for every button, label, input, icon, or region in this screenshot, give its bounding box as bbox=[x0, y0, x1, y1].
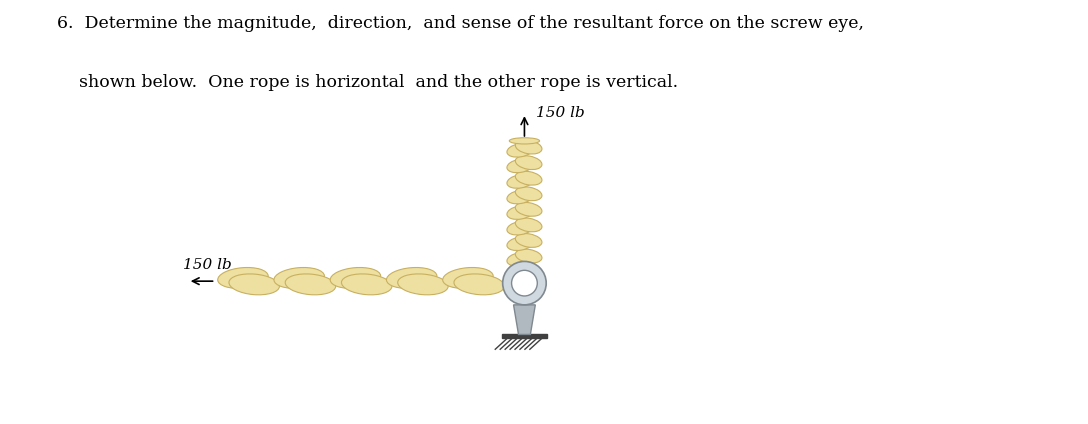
Ellipse shape bbox=[516, 249, 542, 263]
Ellipse shape bbox=[398, 274, 448, 295]
Ellipse shape bbox=[516, 156, 542, 170]
Ellipse shape bbox=[516, 234, 542, 247]
Ellipse shape bbox=[218, 268, 268, 288]
Text: 6.  Determine the magnitude,  direction,  and sense of the resultant force on th: 6. Determine the magnitude, direction, a… bbox=[57, 15, 864, 32]
Ellipse shape bbox=[285, 274, 336, 295]
Ellipse shape bbox=[386, 268, 437, 288]
Ellipse shape bbox=[507, 237, 533, 251]
Ellipse shape bbox=[443, 268, 493, 288]
Polygon shape bbox=[514, 305, 535, 335]
Ellipse shape bbox=[507, 252, 533, 266]
Ellipse shape bbox=[342, 274, 392, 295]
Ellipse shape bbox=[509, 138, 540, 144]
Text: 150 lb: 150 lb bbox=[183, 258, 232, 272]
Ellipse shape bbox=[331, 268, 381, 288]
Ellipse shape bbox=[507, 206, 533, 219]
Ellipse shape bbox=[454, 274, 505, 295]
Ellipse shape bbox=[507, 190, 533, 204]
Text: 150 lb: 150 lb bbox=[536, 106, 585, 120]
Circle shape bbox=[511, 271, 537, 296]
Ellipse shape bbox=[228, 274, 280, 295]
Ellipse shape bbox=[507, 159, 533, 173]
Bar bbox=[503, 335, 546, 338]
Ellipse shape bbox=[507, 221, 533, 235]
Text: shown below.  One rope is horizontal  and the other rope is vertical.: shown below. One rope is horizontal and … bbox=[57, 74, 678, 91]
Ellipse shape bbox=[274, 268, 324, 288]
Circle shape bbox=[503, 262, 546, 305]
Ellipse shape bbox=[516, 171, 542, 185]
Ellipse shape bbox=[516, 187, 542, 201]
Ellipse shape bbox=[507, 174, 533, 188]
Ellipse shape bbox=[507, 143, 533, 157]
Ellipse shape bbox=[516, 202, 542, 216]
Ellipse shape bbox=[516, 218, 542, 232]
Ellipse shape bbox=[516, 140, 542, 154]
